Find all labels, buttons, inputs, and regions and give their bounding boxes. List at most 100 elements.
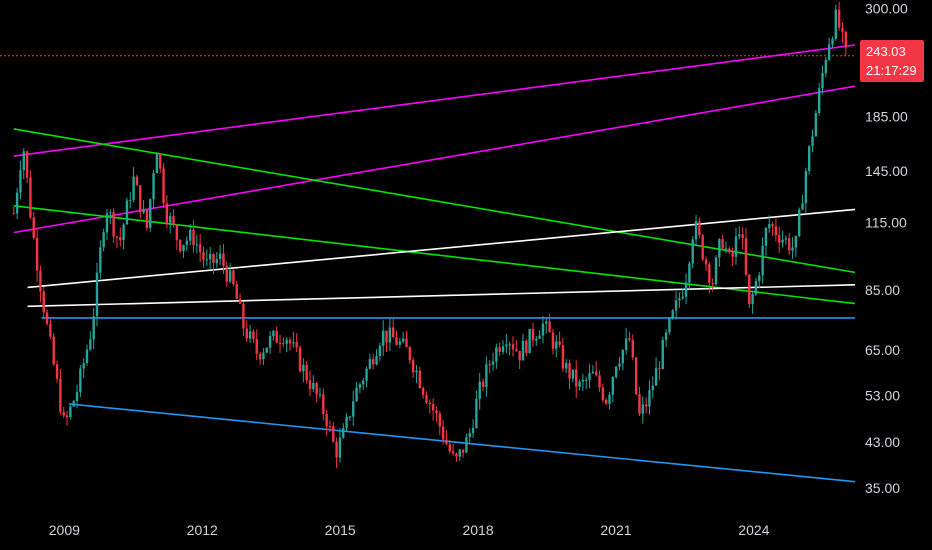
candle: [471, 419, 475, 438]
candle: [798, 207, 801, 238]
candle: [421, 386, 425, 399]
candle: [731, 247, 734, 266]
trendline-3[interactable]: [13, 128, 856, 274]
candle: [651, 376, 654, 399]
candle: [411, 357, 415, 378]
candle: [352, 390, 355, 426]
y-tick-label: 35.00: [865, 480, 900, 496]
candle: [435, 406, 438, 422]
candle: [388, 318, 392, 351]
candle: [99, 240, 102, 279]
candle: [255, 329, 258, 361]
candle: [105, 208, 109, 241]
candle: [159, 152, 162, 173]
candle: [285, 337, 288, 353]
candle: [395, 330, 398, 346]
trendline-1[interactable]: [13, 44, 856, 157]
candle: [465, 433, 468, 453]
x-tick-label: 2015: [325, 522, 356, 538]
candle: [302, 358, 305, 383]
candle: [228, 263, 232, 284]
candle: [75, 384, 79, 409]
candle: [545, 318, 548, 334]
candle: [491, 352, 495, 372]
candle: [451, 443, 455, 456]
candle: [538, 330, 541, 340]
candle: [169, 212, 172, 234]
candle: [708, 261, 711, 294]
last-price-label: 243.03: [866, 44, 906, 59]
trendline-4[interactable]: [13, 205, 856, 305]
candle: [122, 223, 125, 250]
candle: [844, 30, 848, 56]
candle: [681, 288, 684, 301]
candle: [248, 324, 252, 343]
candle: [401, 332, 405, 344]
candle: [438, 410, 441, 436]
candle: [205, 249, 209, 267]
candle: [455, 452, 458, 462]
candle: [788, 232, 791, 256]
candle: [245, 320, 248, 342]
candle: [418, 366, 422, 389]
candle: [821, 65, 824, 95]
candle: [415, 364, 418, 384]
candle: [601, 383, 605, 403]
candle: [541, 315, 545, 344]
candle: [565, 359, 568, 373]
candle: [425, 391, 428, 405]
candle: [824, 56, 828, 78]
candle: [39, 265, 42, 303]
candle: [555, 335, 558, 358]
y-tick-label: 43.00: [865, 434, 900, 450]
trendline-8[interactable]: [68, 403, 856, 483]
candle: [754, 277, 758, 296]
candle: [678, 292, 681, 308]
candle: [631, 334, 635, 361]
candle: [608, 391, 611, 410]
candle: [398, 337, 402, 349]
trendline-5[interactable]: [27, 208, 856, 289]
candle: [185, 236, 189, 252]
candle: [298, 345, 302, 373]
candle: [714, 255, 718, 286]
candle: [521, 333, 525, 361]
candle: [272, 329, 275, 341]
candle: [628, 331, 631, 342]
candle: [115, 235, 119, 249]
candle: [305, 360, 308, 384]
candle: [368, 353, 372, 370]
candle: [764, 226, 768, 256]
candle: [611, 375, 615, 403]
y-tick-label: 115.00: [865, 215, 907, 231]
candle: [701, 233, 704, 262]
candle: [588, 364, 591, 389]
candle: [135, 174, 139, 186]
candle: [758, 272, 761, 289]
candle: [814, 110, 818, 137]
candle: [35, 227, 39, 282]
candle: [12, 206, 15, 215]
candle: [405, 330, 408, 348]
candle: [694, 215, 698, 246]
candle: [292, 331, 295, 348]
candle: [671, 308, 674, 320]
candle: [295, 333, 298, 353]
candle: [551, 328, 555, 355]
candle: [505, 333, 508, 354]
candle: [531, 322, 535, 348]
candle: [375, 349, 378, 366]
trendline-6[interactable]: [27, 284, 856, 308]
candle: [721, 234, 724, 250]
candle: [518, 350, 521, 369]
candle: [807, 145, 811, 175]
candle: [308, 370, 312, 397]
candle: [831, 36, 834, 48]
candle: [182, 244, 185, 258]
candle: [784, 235, 788, 245]
y-tick-label: 300.00: [865, 1, 908, 17]
candle: [25, 150, 29, 184]
candle: [82, 358, 85, 379]
